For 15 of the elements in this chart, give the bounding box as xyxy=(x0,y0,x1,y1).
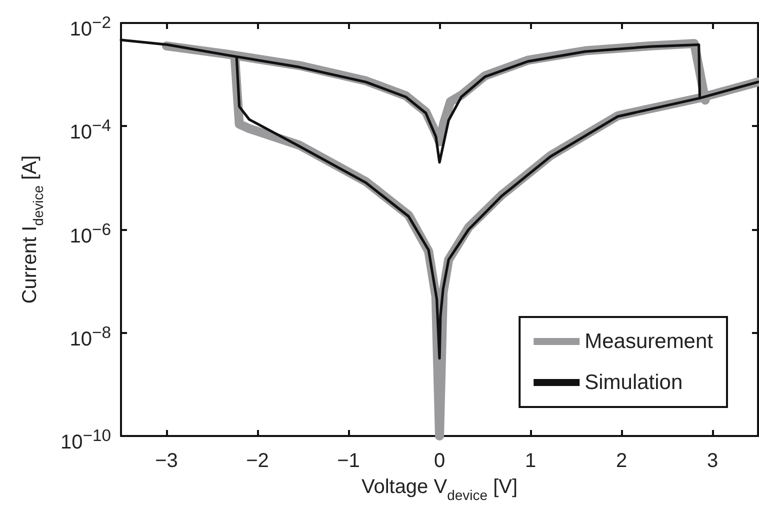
y-axis-title: Current Idevice [A] xyxy=(19,155,46,304)
legend-label: Simulation xyxy=(584,371,683,394)
y-tick-label: 10$^{−10}$ xyxy=(60,425,111,454)
y-tick-label: 10$^{−2}$ xyxy=(70,12,111,41)
x-tick-label: 0 xyxy=(434,450,446,472)
x-tick-label: −2 xyxy=(246,450,269,472)
x-tick-label: 2 xyxy=(616,450,628,472)
x-tick-label: −1 xyxy=(337,450,360,472)
y-tick-label: 10$^{−8}$ xyxy=(70,322,111,350)
x-tick-label: 3 xyxy=(706,450,718,472)
legend-label: Measurement xyxy=(584,330,714,353)
y-tick-label: 10$^{−4}$ xyxy=(70,115,111,144)
x-tick-label: −3 xyxy=(155,450,178,472)
x-tick-label: 1 xyxy=(524,450,536,472)
y-tick-label: 10$^{−6}$ xyxy=(70,218,111,248)
